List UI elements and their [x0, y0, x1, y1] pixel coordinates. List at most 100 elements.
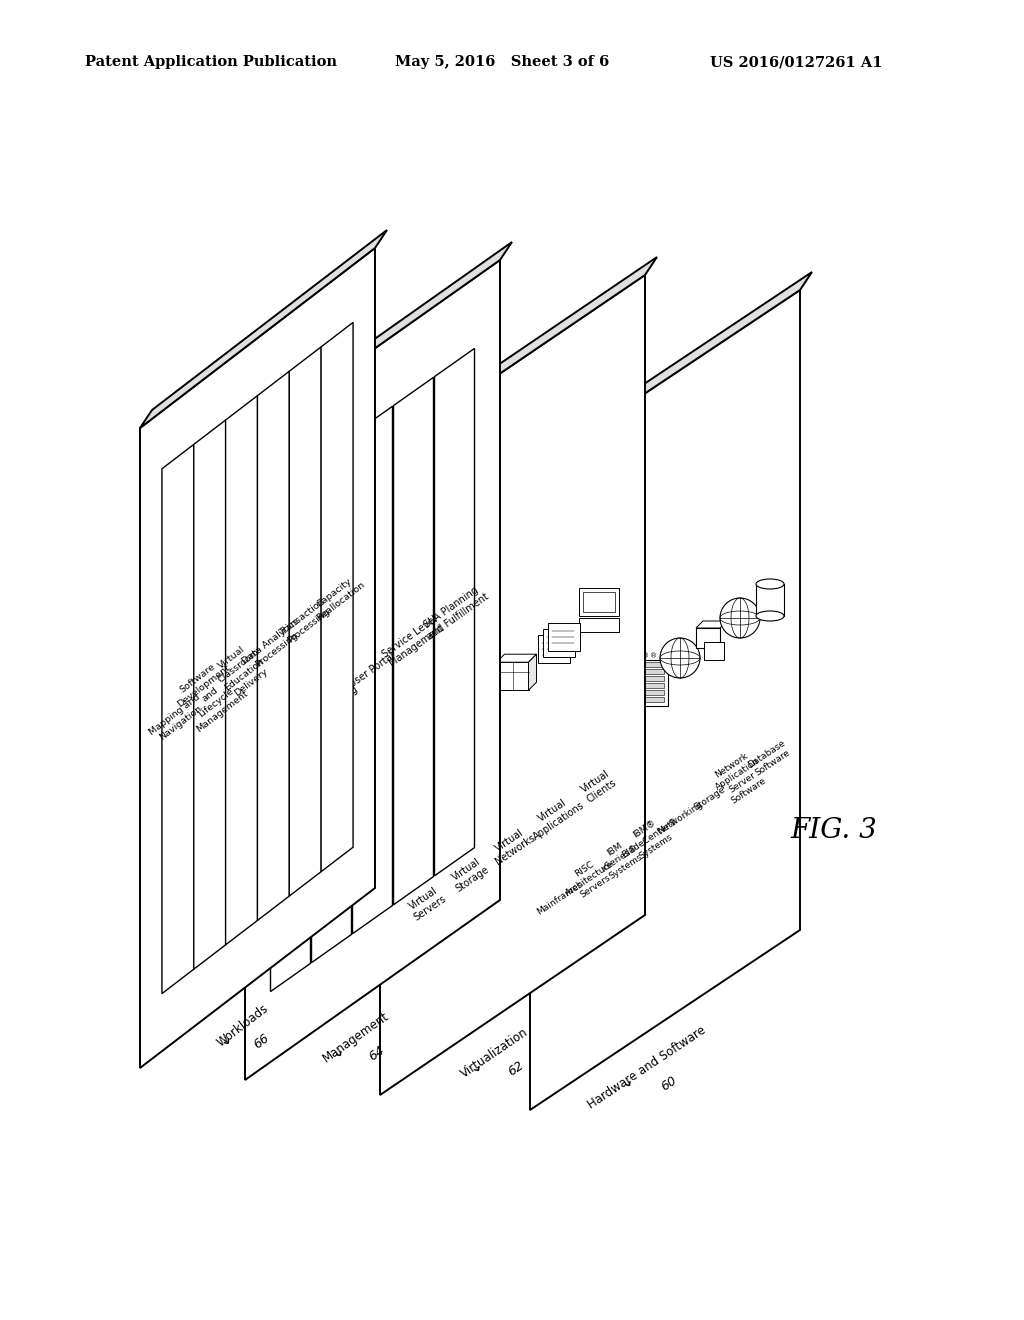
- Polygon shape: [245, 242, 512, 440]
- Text: Network
Application
Server
Software: Network Application Server Software: [708, 747, 772, 809]
- Text: Hardware and Software: Hardware and Software: [586, 1024, 709, 1111]
- Bar: [579, 587, 618, 616]
- Text: ®: ®: [642, 653, 649, 659]
- Text: Patent Application Publication: Patent Application Publication: [85, 55, 337, 69]
- Polygon shape: [140, 248, 375, 1068]
- Bar: [447, 704, 468, 722]
- Polygon shape: [434, 348, 474, 876]
- Text: Virtual
Storage: Virtual Storage: [447, 854, 492, 894]
- Polygon shape: [162, 445, 194, 994]
- Text: Mapping and
Navigation: Mapping and Navigation: [147, 693, 208, 746]
- Text: 60: 60: [658, 1074, 679, 1094]
- Bar: [538, 635, 569, 663]
- Circle shape: [720, 598, 760, 638]
- Polygon shape: [393, 378, 433, 904]
- Text: SLA Planning
and Fulfillment: SLA Planning and Fulfillment: [419, 582, 490, 642]
- Polygon shape: [311, 436, 351, 962]
- Bar: [497, 663, 528, 690]
- Polygon shape: [270, 465, 310, 991]
- Bar: [583, 591, 614, 611]
- Text: ⌄: ⌄: [616, 1069, 638, 1092]
- Polygon shape: [322, 322, 353, 871]
- Bar: [548, 623, 580, 651]
- Text: Service Level
Management: Service Level Management: [381, 614, 446, 669]
- Bar: [575, 723, 604, 730]
- Text: Virtual
Classroom
Education
Delivery: Virtual Classroom Education Delivery: [210, 639, 273, 701]
- Bar: [756, 583, 784, 616]
- Text: May 5, 2016   Sheet 3 of 6: May 5, 2016 Sheet 3 of 6: [395, 55, 609, 69]
- Bar: [636, 690, 664, 696]
- Bar: [705, 642, 724, 660]
- Text: FIG. 3: FIG. 3: [790, 817, 877, 843]
- Polygon shape: [380, 257, 657, 455]
- Polygon shape: [245, 260, 500, 1080]
- Bar: [636, 697, 664, 702]
- Bar: [606, 680, 634, 726]
- Text: Workloads: Workloads: [214, 1002, 271, 1049]
- Bar: [636, 682, 664, 688]
- Text: 62: 62: [506, 1059, 526, 1078]
- Polygon shape: [289, 347, 322, 896]
- Bar: [454, 684, 483, 706]
- Text: Virtualization: Virtualization: [459, 1026, 531, 1080]
- Text: Virtual
Clients: Virtual Clients: [579, 768, 618, 805]
- FancyBboxPatch shape: [409, 706, 444, 717]
- Circle shape: [623, 682, 629, 689]
- Text: Database
Software: Database Software: [746, 738, 794, 777]
- Text: Mainframes: Mainframes: [536, 879, 585, 916]
- Bar: [636, 676, 664, 681]
- Text: Software
Development
and
Lifecycle
Management: Software Development and Lifecycle Manag…: [169, 655, 251, 734]
- Bar: [575, 733, 604, 739]
- Text: User Portal: User Portal: [348, 651, 397, 689]
- Bar: [636, 663, 664, 667]
- Ellipse shape: [756, 611, 784, 620]
- Bar: [632, 660, 668, 706]
- Text: ®: ®: [621, 682, 628, 688]
- Text: Virtual
Applications: Virtual Applications: [524, 791, 587, 842]
- Text: Virtual
Networks: Virtual Networks: [487, 824, 538, 867]
- Text: ⌄: ⌄: [464, 1053, 486, 1076]
- Text: 64: 64: [366, 1044, 386, 1064]
- FancyBboxPatch shape: [409, 734, 444, 744]
- Text: Management: Management: [321, 1010, 391, 1065]
- Text: ⌄: ⌄: [214, 1026, 237, 1049]
- Bar: [696, 628, 720, 648]
- Text: Resource
Provisioning: Resource Provisioning: [260, 702, 321, 754]
- Text: US 2016/0127261 A1: US 2016/0127261 A1: [710, 55, 883, 69]
- Text: Data Analytics
Processing: Data Analytics Processing: [241, 618, 307, 675]
- Bar: [544, 719, 575, 766]
- Bar: [543, 630, 574, 657]
- Polygon shape: [497, 655, 537, 663]
- Text: 66: 66: [251, 1031, 271, 1052]
- FancyBboxPatch shape: [409, 719, 444, 730]
- Polygon shape: [380, 275, 645, 1096]
- Text: Virtual
Servers: Virtual Servers: [406, 884, 447, 923]
- FancyBboxPatch shape: [409, 747, 444, 759]
- Text: Capacity
Reallocation: Capacity Reallocation: [308, 572, 367, 623]
- Text: RISC
Architecture
Servers: RISC Architecture Servers: [558, 850, 622, 906]
- Text: Networking: Networking: [655, 800, 705, 836]
- Polygon shape: [352, 407, 392, 933]
- Polygon shape: [194, 420, 225, 969]
- Text: Metering
and Pricing: Metering and Pricing: [303, 675, 360, 723]
- Text: Storage: Storage: [692, 784, 727, 812]
- Polygon shape: [528, 655, 537, 690]
- Text: IBM
xSeries®
Systems: IBM xSeries® Systems: [594, 834, 646, 882]
- Text: IBM®
BladeCenter®
Systems: IBM® BladeCenter® Systems: [614, 808, 685, 869]
- Text: ⌄: ⌄: [326, 1039, 348, 1061]
- Polygon shape: [257, 371, 290, 920]
- Polygon shape: [530, 272, 812, 470]
- Bar: [575, 714, 604, 721]
- Polygon shape: [530, 290, 800, 1110]
- Bar: [636, 669, 664, 675]
- Polygon shape: [225, 396, 258, 945]
- Bar: [572, 701, 608, 743]
- Text: ®: ®: [650, 653, 657, 659]
- Bar: [575, 705, 604, 711]
- Ellipse shape: [756, 579, 784, 589]
- Polygon shape: [696, 620, 727, 628]
- Text: Transaction
Processing: Transaction Processing: [278, 597, 333, 645]
- Polygon shape: [140, 230, 387, 428]
- Circle shape: [660, 638, 700, 678]
- Bar: [579, 618, 618, 632]
